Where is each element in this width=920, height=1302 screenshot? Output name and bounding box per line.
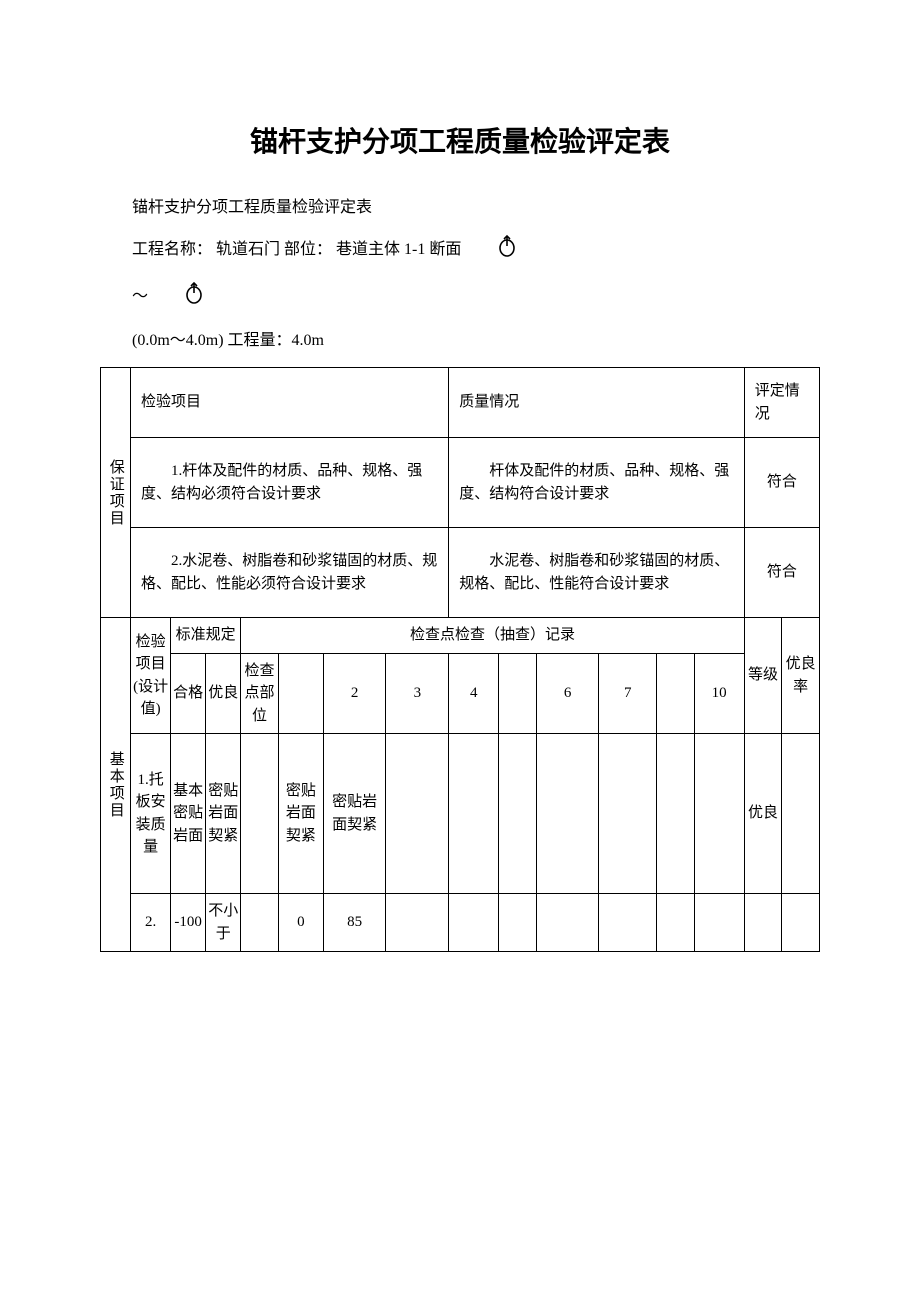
r1-v6 <box>599 734 657 894</box>
r2-v5 <box>499 894 537 952</box>
r1-v1: 密贴岩面契紧 <box>323 734 386 894</box>
tilde-text: ～ <box>132 288 148 305</box>
col-2: 2 <box>323 653 386 734</box>
tilde-line: ～ <box>100 281 820 314</box>
basic-header-row-2: 合格 优良 检查点部位 2 3 4 6 7 10 <box>101 653 820 734</box>
header-inspect-item: 检验项目 <box>131 368 449 438</box>
r1-idx: 1.托板安装质量 <box>131 734 171 894</box>
basic-qual: 合格 <box>171 653 206 734</box>
range-line: (0.0m～4.0m) 工程量：4.0m <box>100 328 820 354</box>
col-0: 10 <box>694 653 744 734</box>
r2-v7 <box>599 894 657 952</box>
r2-v8 <box>657 894 695 952</box>
basic-std: 标准规定 <box>171 618 241 654</box>
section-mark-icon-2 <box>152 281 204 314</box>
col-3: 3 <box>386 653 449 734</box>
r1-grade: 优良 <box>744 734 782 894</box>
col-8 <box>657 653 695 734</box>
basic-good-rate: 优良率 <box>782 618 820 734</box>
r1-v7 <box>657 734 695 894</box>
basic-good: 优良 <box>206 653 241 734</box>
r1-rate <box>782 734 820 894</box>
r1-good: 密贴岩面契紧 <box>278 734 323 894</box>
project-text: 工程名称： 轨道石门 部位： 巷道主体 1-1 断面 <box>132 241 461 258</box>
basic-point-pos: 检查点部位 <box>241 653 279 734</box>
cert-status-2: 水泥卷、树脂卷和砂浆锚固的材质、规格、配比、性能符合设计要求 <box>449 528 745 618</box>
cert-row-2: 2.水泥卷、树脂卷和砂浆锚固的材质、规格、配比、性能必须符合设计要求 水泥卷、树… <box>101 528 820 618</box>
section-mark-icon-1 <box>465 234 517 267</box>
cert-result-2: 符合 <box>744 528 819 618</box>
cert-req-2: 2.水泥卷、树脂卷和砂浆锚固的材质、规格、配比、性能必须符合设计要求 <box>131 528 449 618</box>
col-1 <box>278 653 323 734</box>
r2-v1: 0 <box>278 894 323 952</box>
cert-result-1: 符合 <box>744 438 819 528</box>
cert-req-1: 1.杆体及配件的材质、品种、规格、强度、结构必须符合设计要求 <box>131 438 449 528</box>
evaluation-table: 保证项目 检验项目 质量情况 评定情况 1.杆体及配件的材质、品种、规格、强度、… <box>100 367 820 952</box>
header-quality-status: 质量情况 <box>449 368 745 438</box>
r1-pos <box>241 734 279 894</box>
col-5 <box>499 653 537 734</box>
r2-grade <box>744 894 782 952</box>
r2-v4 <box>449 894 499 952</box>
cert-status-1: 杆体及配件的材质、品种、规格、强度、结构符合设计要求 <box>449 438 745 528</box>
r1-v2 <box>386 734 449 894</box>
basic-data-row-2: 2. -100 不小于 0 85 <box>101 894 820 952</box>
r1-v8 <box>694 734 744 894</box>
col-7: 7 <box>599 653 657 734</box>
basic-header-row-1: 基本项目 检验项目(设计值) 标准规定 检查点检查（抽查）记录 等级 优良率 <box>101 618 820 654</box>
r2-v3 <box>386 894 449 952</box>
r2-rate <box>782 894 820 952</box>
r2-idx: 2. <box>131 894 171 952</box>
r2-v2: 85 <box>323 894 386 952</box>
table-header-row: 保证项目 检验项目 质量情况 评定情况 <box>101 368 820 438</box>
project-line: 工程名称： 轨道石门 部位： 巷道主体 1-1 断面 <box>100 234 820 267</box>
col-4: 4 <box>449 653 499 734</box>
r1-v3 <box>449 734 499 894</box>
basic-inspect-item: 检验项目(设计值) <box>131 618 171 734</box>
r2-pos <box>241 894 279 952</box>
basic-grade: 等级 <box>744 618 782 734</box>
header-eval-status: 评定情况 <box>744 368 819 438</box>
basic-data-row-1: 1.托板安装质量 基本密贴岩面 密贴岩面契紧 密贴岩面契紧 密贴岩面契紧 优良 <box>101 734 820 894</box>
cert-section-label: 保证项目 <box>101 368 131 618</box>
subtitle-line: 锚杆支护分项工程质量检验评定表 <box>100 195 820 221</box>
r2-qual: 不小于 <box>206 894 241 952</box>
cert-row-1: 1.杆体及配件的材质、品种、规格、强度、结构必须符合设计要求 杆体及配件的材质、… <box>101 438 820 528</box>
basic-check-label: 检查点检查（抽查）记录 <box>241 618 744 654</box>
r1-design: 基本密贴岩面 <box>171 734 206 894</box>
r1-v5 <box>536 734 599 894</box>
r2-v6 <box>536 894 599 952</box>
col-6: 6 <box>536 653 599 734</box>
r2-v9 <box>694 894 744 952</box>
r1-qual: 密贴岩面契紧 <box>206 734 241 894</box>
page-title: 锚杆支护分项工程质量检验评定表 <box>100 120 820 165</box>
r2-design: -100 <box>171 894 206 952</box>
r1-v4 <box>499 734 537 894</box>
basic-section-label: 基本项目 <box>101 618 131 952</box>
